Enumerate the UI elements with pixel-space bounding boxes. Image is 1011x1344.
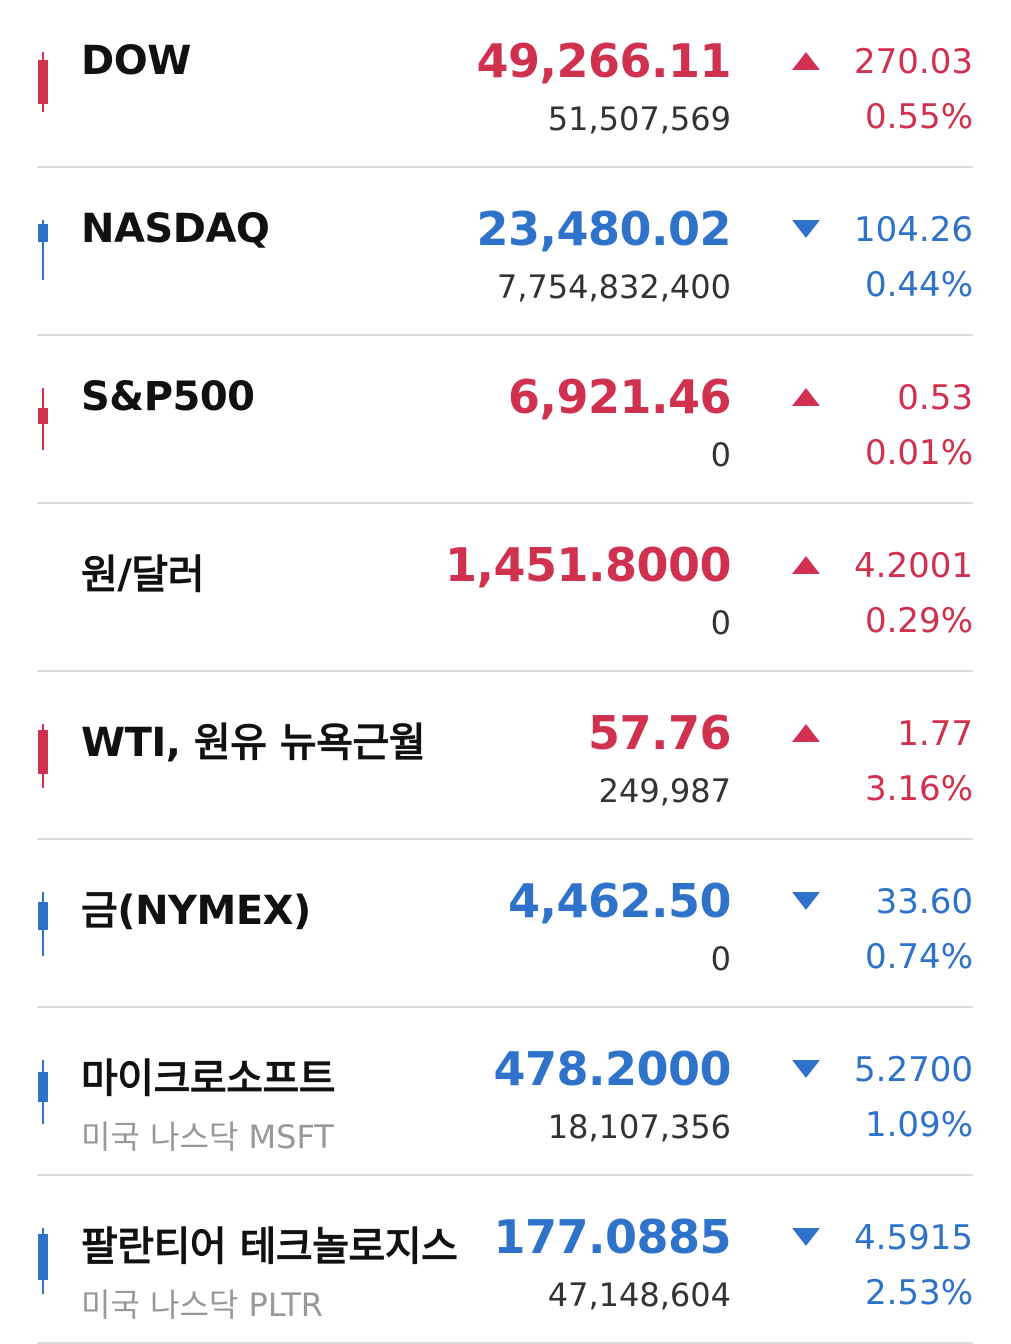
instrument-name: 팔란티어 테크놀로지스 — [81, 1224, 458, 1270]
volume-value: 7,754,832,400 — [496, 268, 731, 306]
instrument-name: WTI, 원유 뉴욕근월 — [81, 720, 426, 766]
change-value: 4.2001 — [854, 546, 973, 586]
candlestick-icon — [38, 388, 48, 450]
market-row-dow[interactable]: DOW 49,266.11 51,507,569 270.03 0.55% — [37, 0, 973, 168]
change-percent: 0.29% — [864, 601, 973, 641]
change-value: 0.53 — [897, 378, 973, 418]
instrument-name: 금(NYMEX) — [81, 888, 311, 934]
volume-value: 18,107,356 — [547, 1108, 731, 1146]
price-value: 478.2000 — [493, 1042, 731, 1096]
volume-value: 0 — [710, 436, 731, 474]
price-value: 6,921.46 — [508, 370, 732, 424]
candlestick-icon — [38, 892, 48, 956]
instrument-market-label: 미국 나스닥 MSFT — [81, 1118, 334, 1156]
change-percent: 0.55% — [864, 97, 973, 137]
candlestick-icon — [38, 1228, 48, 1294]
market-row-wti[interactable]: WTI, 원유 뉴욕근월 57.76 249,987 1.77 3.16% — [37, 672, 973, 840]
arrow-up-icon — [792, 52, 820, 70]
market-row-nasdaq[interactable]: NASDAQ 23,480.02 7,754,832,400 104.26 0.… — [37, 168, 973, 336]
arrow-up-icon — [792, 556, 820, 574]
change-value: 1.77 — [897, 714, 973, 754]
price-value: 4,462.50 — [508, 874, 732, 928]
change-value: 33.60 — [875, 882, 973, 922]
instrument-name: S&P500 — [81, 374, 255, 420]
market-row-krw-usd[interactable]: 원/달러 1,451.8000 0 4.2001 0.29% — [37, 504, 973, 672]
volume-value: 249,987 — [598, 772, 731, 810]
arrow-up-icon — [792, 388, 820, 406]
volume-value: 51,507,569 — [547, 100, 731, 138]
arrow-down-icon — [792, 892, 820, 910]
change-value: 270.03 — [854, 42, 973, 82]
price-value: 49,266.11 — [476, 34, 732, 88]
price-value: 1,451.8000 — [444, 538, 732, 592]
instrument-name: DOW — [81, 38, 191, 84]
change-percent: 1.09% — [864, 1105, 973, 1145]
arrow-up-icon — [792, 724, 820, 742]
change-percent: 0.01% — [864, 433, 973, 473]
price-value: 57.76 — [587, 706, 732, 760]
volume-value: 47,148,604 — [547, 1276, 731, 1314]
change-value: 4.5915 — [854, 1218, 973, 1258]
change-percent: 0.44% — [864, 265, 973, 305]
arrow-down-icon — [792, 1060, 820, 1078]
volume-value: 0 — [710, 940, 731, 978]
instrument-name: 원/달러 — [81, 552, 205, 598]
candlestick-icon — [38, 724, 48, 788]
volume-value: 0 — [710, 604, 731, 642]
market-row-gold[interactable]: 금(NYMEX) 4,462.50 0 33.60 0.74% — [37, 840, 973, 1008]
instrument-name: 마이크로소프트 — [81, 1056, 336, 1102]
change-value: 5.2700 — [854, 1050, 973, 1090]
change-percent: 3.16% — [864, 769, 973, 809]
market-row-sp500[interactable]: S&P500 6,921.46 0 0.53 0.01% — [37, 336, 973, 504]
candlestick-icon — [38, 52, 48, 112]
change-percent: 0.74% — [864, 937, 973, 977]
price-value: 23,480.02 — [476, 202, 732, 256]
change-value: 104.26 — [854, 210, 973, 250]
arrow-down-icon — [792, 220, 820, 238]
candlestick-icon — [38, 1060, 48, 1124]
arrow-down-icon — [792, 1228, 820, 1246]
instrument-name: NASDAQ — [81, 206, 270, 252]
market-row-msft[interactable]: 마이크로소프트 미국 나스닥 MSFT 478.2000 18,107,356 … — [37, 1008, 973, 1176]
price-value: 177.0885 — [493, 1210, 731, 1264]
change-percent: 2.53% — [864, 1273, 973, 1313]
market-row-pltr[interactable]: 팔란티어 테크놀로지스 미국 나스닥 PLTR 177.0885 47,148,… — [37, 1176, 973, 1344]
instrument-market-label: 미국 나스닥 PLTR — [81, 1286, 324, 1324]
candlestick-icon — [38, 220, 48, 280]
